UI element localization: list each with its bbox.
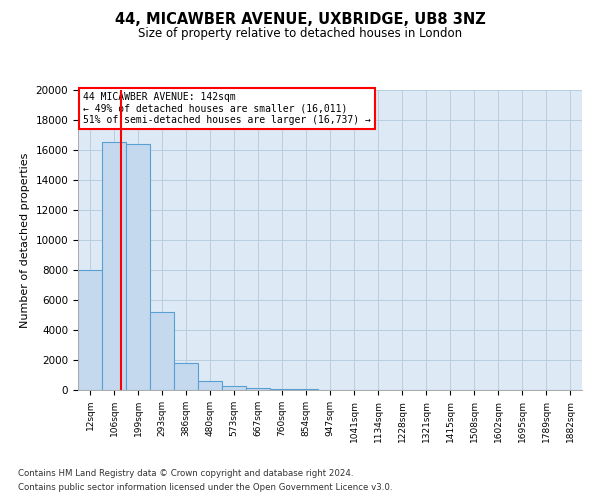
Bar [174, 363, 198, 390]
Text: Contains public sector information licensed under the Open Government Licence v3: Contains public sector information licen… [18, 484, 392, 492]
Text: Size of property relative to detached houses in London: Size of property relative to detached ho… [138, 28, 462, 40]
Text: 44, MICAWBER AVENUE, UXBRIDGE, UB8 3NZ: 44, MICAWBER AVENUE, UXBRIDGE, UB8 3NZ [115, 12, 485, 28]
Bar [126, 144, 150, 390]
Text: 44 MICAWBER AVENUE: 142sqm
← 49% of detached houses are smaller (16,011)
51% of : 44 MICAWBER AVENUE: 142sqm ← 49% of deta… [83, 92, 371, 124]
Text: Contains HM Land Registry data © Crown copyright and database right 2024.: Contains HM Land Registry data © Crown c… [18, 468, 353, 477]
Bar [78, 270, 102, 390]
Bar [222, 386, 246, 390]
Bar [246, 388, 270, 390]
Bar [294, 389, 318, 390]
Bar [198, 381, 222, 390]
Bar [150, 312, 174, 390]
Y-axis label: Number of detached properties: Number of detached properties [20, 152, 30, 328]
Bar [270, 388, 294, 390]
Bar [102, 142, 126, 390]
